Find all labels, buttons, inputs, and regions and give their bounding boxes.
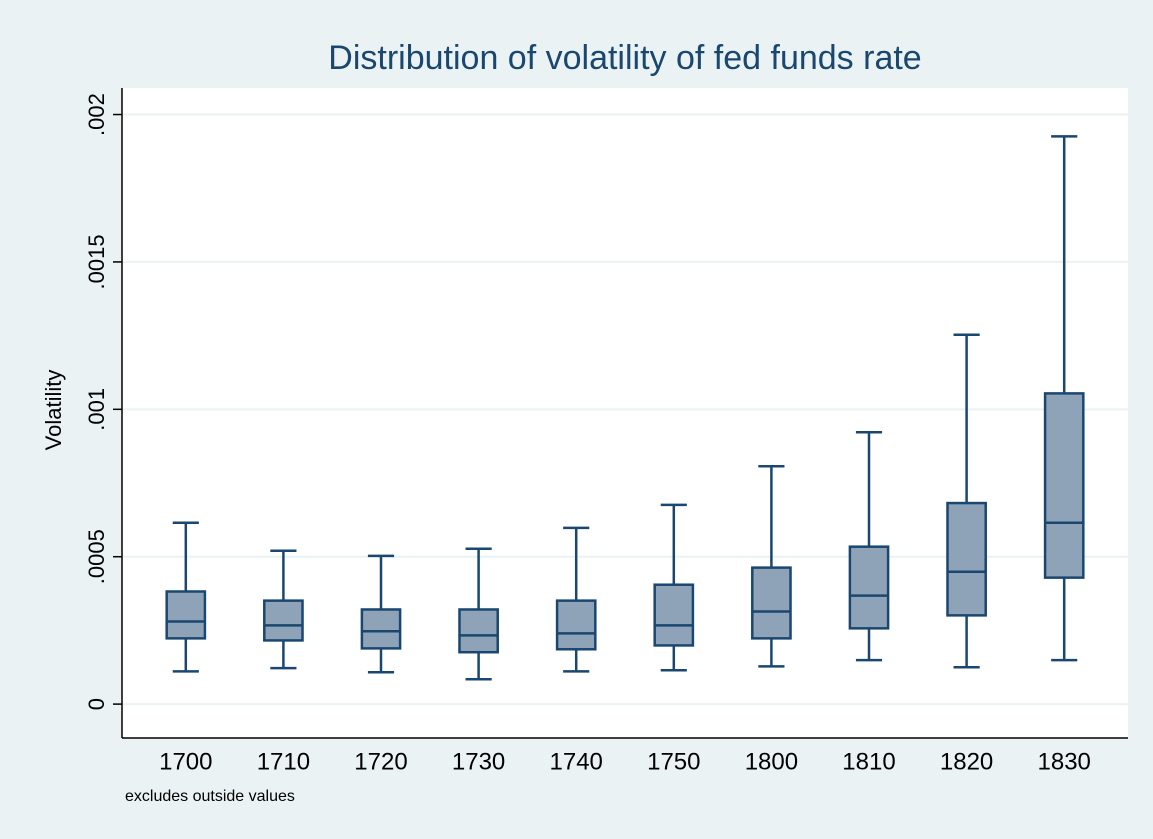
box bbox=[653, 583, 695, 647]
box bbox=[848, 545, 890, 630]
box bbox=[751, 566, 792, 640]
x-tick-label: 1720 bbox=[354, 748, 407, 775]
box bbox=[165, 590, 207, 640]
note: excludes outside values bbox=[125, 788, 295, 805]
x-tick-label: 1730 bbox=[452, 748, 505, 775]
x-tick-label: 1710 bbox=[257, 748, 310, 775]
chart-title: Distribution of volatility of fed funds … bbox=[328, 39, 921, 77]
box bbox=[1043, 392, 1085, 579]
x-tick-label: 1830 bbox=[1038, 748, 1091, 775]
x-tick-label: 1740 bbox=[550, 748, 603, 775]
y-tick-label: .001 bbox=[84, 388, 109, 431]
y-axis-label: Volatility bbox=[41, 370, 66, 451]
y-tick-label: .0005 bbox=[84, 529, 109, 584]
box bbox=[360, 608, 402, 650]
box bbox=[555, 599, 597, 651]
x-tick-label: 1800 bbox=[745, 748, 798, 775]
box bbox=[946, 501, 987, 617]
box bbox=[263, 599, 304, 642]
y-tick-label: 0 bbox=[84, 698, 109, 710]
x-tick-label: 1820 bbox=[940, 748, 993, 775]
x-tick-label: 1750 bbox=[647, 748, 700, 775]
x-tick-label: 1700 bbox=[159, 748, 212, 775]
x-tick-label: 1810 bbox=[842, 748, 895, 775]
y-tick-label: .0015 bbox=[84, 234, 109, 289]
box bbox=[458, 608, 499, 654]
y-tick-label: .002 bbox=[84, 93, 109, 136]
